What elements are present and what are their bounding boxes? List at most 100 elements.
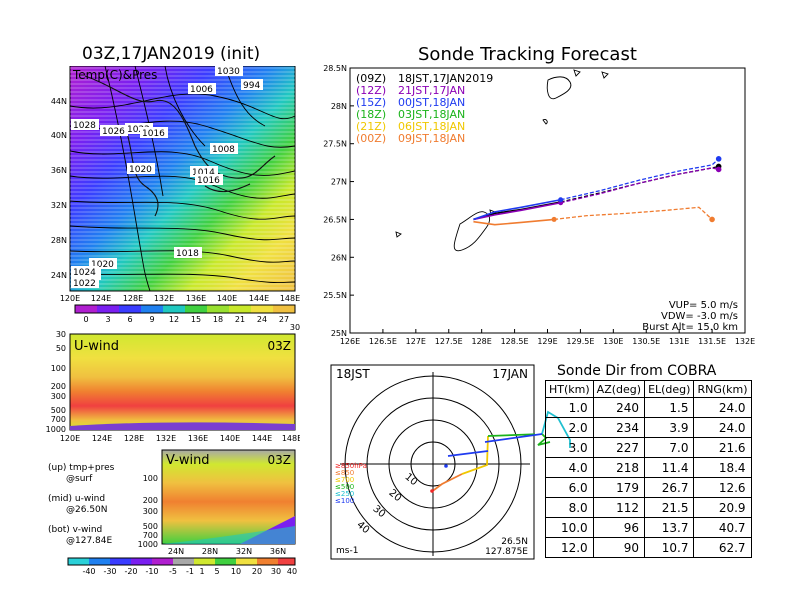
lon-tick: 129.5E <box>566 337 594 346</box>
legend-label: 00JST,18JAN <box>398 96 465 109</box>
pres-tick: 500 <box>51 406 66 415</box>
table-cell: 90 <box>592 537 646 558</box>
pressure-legend: ≤250 <box>335 490 354 498</box>
table-row: 1.0 240 1.5 24.0 <box>545 397 752 418</box>
lon-tick: 120E <box>60 294 80 303</box>
lat-tick: 36N <box>51 166 67 175</box>
table-header: RNG(km) <box>693 380 752 398</box>
isobar-label: 1022 <box>73 279 96 289</box>
lon-tick: 128.5E <box>501 337 529 346</box>
table-cell: 218 <box>592 457 646 478</box>
lon-tick: 127.5E <box>435 337 463 346</box>
wind-colorbar-tick: 10 <box>231 567 241 576</box>
table-cell: 1.5 <box>644 397 695 418</box>
table-cell: 2.0 <box>545 417 594 438</box>
lat-tick: 24N <box>51 271 67 280</box>
wind-colorbar-tick: 20 <box>252 567 262 576</box>
table-cell: 12.0 <box>545 537 594 558</box>
pres-tick: 500 <box>143 522 158 531</box>
pressure-legend: ≤500 <box>335 483 354 491</box>
table-cell: 21.5 <box>644 497 695 518</box>
table-cell: 24.0 <box>693 417 752 438</box>
colorbar-tick: 0 <box>83 315 88 324</box>
lat-tick: 26.5N <box>323 215 347 224</box>
table-cell: 10.7 <box>644 537 695 558</box>
isobar-label: 1018 <box>176 249 199 259</box>
table-cell: 21.6 <box>693 437 752 458</box>
table-cell: 4.0 <box>545 457 594 478</box>
lon-tick: 128E <box>472 337 492 346</box>
table-cell: 40.7 <box>693 517 752 538</box>
isobar-label: 1020 <box>129 165 152 175</box>
isobar-label: 1016 <box>142 129 165 139</box>
legend-label: 21JST,17JAN <box>398 84 465 97</box>
v-wind-label: V-wind <box>166 453 210 468</box>
table-header: AZ(deg) <box>592 380 646 398</box>
legend-note: (up) tmp+pres <box>48 463 115 473</box>
lat-tick: 28N <box>51 236 67 245</box>
legend-run: (12Z) <box>356 84 386 97</box>
lon-tick: 140E <box>217 294 237 303</box>
table-cell: 18.4 <box>693 457 752 478</box>
lat-tick: 40N <box>51 131 67 140</box>
track-line-descent <box>560 158 720 201</box>
lon-tick: 128E <box>123 294 143 303</box>
pres-tick: 300 <box>143 507 158 516</box>
track-line-ascent <box>473 201 561 221</box>
lon-tick: 131.5E <box>698 337 726 346</box>
pres-tick: 1000 <box>46 425 66 434</box>
legend-label: 09JST,18JAN <box>398 132 465 145</box>
isobar-label: 1026 <box>102 127 125 137</box>
isobar-label: 994 <box>243 81 260 91</box>
isobar-label: 1028 <box>73 121 96 131</box>
legend-note: @surf <box>66 474 93 484</box>
legend-run: (18Z) <box>356 108 386 121</box>
lon-tick: 130.5E <box>632 337 660 346</box>
table-cell: 7.0 <box>644 437 695 458</box>
track-line-ascent <box>473 198 561 221</box>
table-row: 10.0 96 13.7 40.7 <box>545 517 752 538</box>
table-cell: 96 <box>592 517 646 538</box>
isobar-label: 1006 <box>190 85 213 95</box>
legend-run: (21Z) <box>356 120 386 133</box>
lon-tick: 132E <box>735 337 755 346</box>
lon-tick: 124E <box>92 434 112 443</box>
table-cell: 112 <box>592 497 646 518</box>
pres-tick: 700 <box>51 415 66 424</box>
table-cell: 13.7 <box>644 517 695 538</box>
table-row: 2.0 234 3.9 24.0 <box>545 417 752 438</box>
wind-colorbar-tick: 1 <box>199 567 204 576</box>
colorbar-tick: 18 <box>213 315 223 324</box>
legend-run: (09Z) <box>356 72 386 85</box>
lon-tick: 128E <box>124 434 144 443</box>
isobar-label: 1024 <box>73 268 96 278</box>
polar-unit: ms-1 <box>336 546 358 556</box>
table-header-row: HT(km) AZ(deg) EL(deg) RNG(km) <box>545 380 752 398</box>
colorbar-tick: 6 <box>127 315 132 324</box>
landing-point <box>715 156 722 162</box>
wind-colorbar-tick: -20 <box>124 567 137 576</box>
table-row: 4.0 218 11.4 18.4 <box>545 457 752 478</box>
polar-plot: 10 20 30 40 18JST 17JAN ≥850hPa ≤850 ≤70… <box>330 364 535 560</box>
lat-tick: 26N <box>331 253 347 262</box>
u-wind-time: 03Z <box>268 339 292 353</box>
legend-label: 03JST,18JAN <box>398 108 465 121</box>
lon-tick: 140E <box>220 434 240 443</box>
lon-tick: 126E <box>340 337 360 346</box>
pressure-legend: ≤100 <box>335 497 354 505</box>
pres-tick: 30 <box>56 330 66 339</box>
track-line-descent <box>554 206 713 221</box>
legend-label: 06JST,18JAN <box>398 120 465 133</box>
isobar-label: 1022 <box>127 125 150 135</box>
pres-tick: 200 <box>51 382 66 391</box>
pressure-legend: ≤850 <box>335 469 354 477</box>
legend-label: 18JST,17JAN2019 <box>398 72 493 85</box>
table-row: 12.0 90 10.7 62.7 <box>545 537 752 558</box>
lat-tick: 27.5N <box>323 140 347 149</box>
surface-temp-map: 44N 40N 36N 32N 28N 24N 120E 124E 128E 1… <box>51 66 300 331</box>
isobar-label: 1030 <box>217 67 240 77</box>
lat-tick: 27N <box>331 178 347 187</box>
legend-run: (15Z) <box>356 96 386 109</box>
pressure-legend: ≥850hPa <box>335 462 367 470</box>
pres-tick: 700 <box>143 531 158 540</box>
